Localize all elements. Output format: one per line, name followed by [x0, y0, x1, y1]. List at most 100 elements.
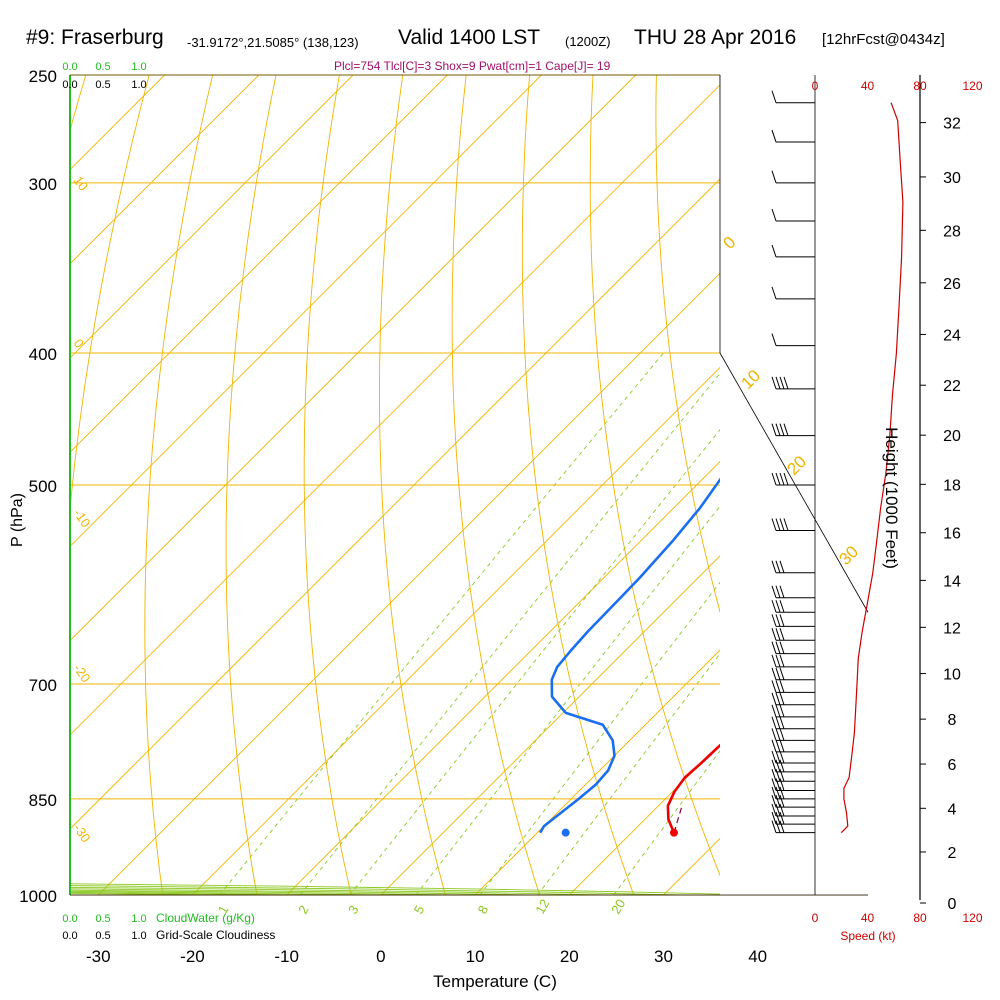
- wind-barb-flag: [775, 803, 781, 817]
- cloudiness-tick-bottom: 0.0: [62, 930, 77, 942]
- wind-barb-flag: [771, 208, 777, 222]
- moist-adiabat-line: [70, 886, 608, 895]
- mixing-ratio-label: 12: [532, 896, 552, 916]
- temperature-tick-label: -20: [180, 947, 205, 966]
- wind-barb-flag: [771, 654, 777, 668]
- cloud-water-tick-top: 0.0: [62, 61, 77, 73]
- wind-barb: [771, 769, 815, 782]
- wind-barb: [771, 667, 815, 681]
- wind-barb-flag: [775, 472, 781, 486]
- height-tick-label: 10: [943, 667, 961, 684]
- wind-barb-flag: [771, 129, 777, 143]
- wind-speed-tick-top: 80: [913, 79, 927, 93]
- dry-adiabat-line: [303, 75, 352, 895]
- mixing-ratio-label: 20: [608, 896, 628, 916]
- wind-barb-flag: [779, 769, 785, 782]
- mixing-ratio-line: [299, 372, 720, 895]
- wind-barb-flag: [771, 628, 777, 641]
- mixing-ratio-label: 3: [345, 903, 362, 917]
- wind-barb-flag: [771, 90, 777, 103]
- pressure-tick-label: 1000: [19, 887, 57, 906]
- wind-barb-flag: [771, 692, 777, 705]
- height-tick-label: 12: [943, 620, 961, 637]
- isotherm-label-left: 10: [71, 173, 92, 193]
- wind-barb-flag: [775, 600, 781, 613]
- cloud-water-tick-top: 0.5: [95, 61, 110, 73]
- temperature-tick-label: -30: [86, 947, 111, 966]
- temperature-tick-label: -10: [274, 947, 299, 966]
- height-tick-label: 16: [943, 526, 961, 543]
- sounding-profiles: [539, 477, 720, 837]
- wind-barb-flag: [771, 778, 777, 791]
- wind-barb: [771, 750, 815, 764]
- wind-barb-flag: [771, 667, 777, 680]
- pressure-tick-label: 250: [29, 67, 57, 86]
- wind-barb: [771, 585, 815, 599]
- forecast-date: THU 28 Apr 2016: [634, 26, 797, 49]
- height-tick-label: 2: [948, 845, 957, 862]
- wind-barb-flag: [779, 641, 785, 654]
- wind-barb: [771, 803, 815, 817]
- wind-barb-flag: [775, 778, 781, 791]
- wind-speed-tick-bottom: 40: [861, 911, 875, 925]
- station-coords: -31.9172°,21.5085° (138,123): [187, 35, 359, 50]
- temperature-profile: [666, 743, 720, 834]
- wind-barb-flag: [779, 560, 785, 573]
- pressure-tick-label: 500: [29, 477, 57, 496]
- wind-barb-flag: [779, 795, 785, 808]
- wind-barb-flag: [779, 692, 785, 705]
- isotherm-label-left: 0: [71, 336, 87, 351]
- wind-speed-tick-bottom: 0: [812, 911, 819, 925]
- wind-barb-flag: [771, 244, 777, 258]
- wind-barb-flag: [775, 680, 781, 693]
- wind-barb-flag: [779, 786, 785, 800]
- wind-profile: [771, 90, 904, 834]
- wind-barb-flag: [771, 716, 777, 729]
- wind-barb-flag: [779, 518, 785, 531]
- temperature-tick-label: 10: [466, 947, 485, 966]
- cloud-water-tick-top: 1.0: [131, 61, 146, 73]
- stability-parameters: Plcl=754 Tlcl[C]=3 Shox=9 Pwat[cm]=1 Cap…: [334, 59, 611, 73]
- mixing-ratio-label: 5: [411, 903, 428, 917]
- height-tick-label: 30: [943, 170, 961, 187]
- wind-panel-boundary: [719, 352, 869, 613]
- wind-barb-flag: [779, 667, 785, 680]
- pressure-tick-label: 400: [29, 345, 57, 364]
- wind-barb: [771, 716, 815, 730]
- wind-barb-flag: [775, 795, 781, 808]
- wind-barb-flag: [771, 333, 777, 346]
- wind-barb-flag: [779, 778, 785, 791]
- temperature-tick-label: 30: [654, 947, 673, 966]
- wind-barb: [771, 244, 815, 258]
- wind-barb: [771, 129, 815, 143]
- height-tick-label: 20: [943, 428, 961, 445]
- wind-barb: [771, 90, 815, 104]
- wind-barb-flag: [771, 286, 777, 300]
- cloudiness-tick-top: 1.0: [131, 79, 146, 91]
- wind-barb-flag: [783, 472, 789, 486]
- height-tick-label: 28: [943, 223, 961, 240]
- wind-barb: [771, 286, 815, 300]
- wind-barb-flag: [771, 769, 777, 782]
- wind-barb-flag: [779, 759, 785, 772]
- height-tick-label: 0: [948, 896, 957, 913]
- wind-barb-flag: [783, 376, 789, 390]
- wind-barb: [771, 759, 815, 773]
- isotherm-line: [474, 649, 720, 895]
- wind-barb: [771, 208, 815, 222]
- wind-barb: [771, 333, 815, 347]
- wind-barb-flag: [771, 614, 777, 627]
- wind-barb-flag: [783, 518, 789, 531]
- wind-barb: [771, 641, 815, 655]
- surface-dewpoint-marker: [561, 828, 570, 837]
- valid-time: Valid 1400 LST: [398, 26, 541, 49]
- wind-barb: [771, 628, 815, 641]
- isotherm-label-left: -20: [71, 661, 94, 685]
- wind-speed-tick-top: 40: [861, 79, 875, 93]
- wind-barb: [771, 786, 815, 800]
- pressure-tick-label: 850: [29, 791, 57, 810]
- wind-barb-flag: [775, 704, 781, 718]
- isotherm-line: [852, 75, 1000, 895]
- cloudiness-tick-top: 0.0: [62, 79, 77, 91]
- x-axis-title: Temperature (C): [433, 972, 557, 991]
